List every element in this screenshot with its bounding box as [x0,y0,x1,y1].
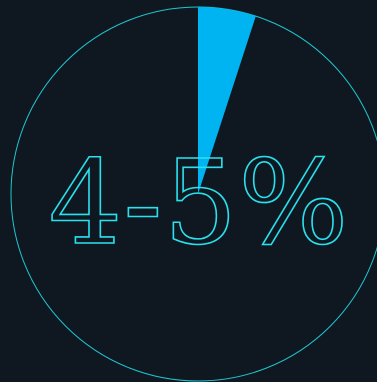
pie-slice-0 [198,7,256,194]
pie-slices [198,7,256,194]
center-percentage-label: 4-5% [48,136,349,271]
